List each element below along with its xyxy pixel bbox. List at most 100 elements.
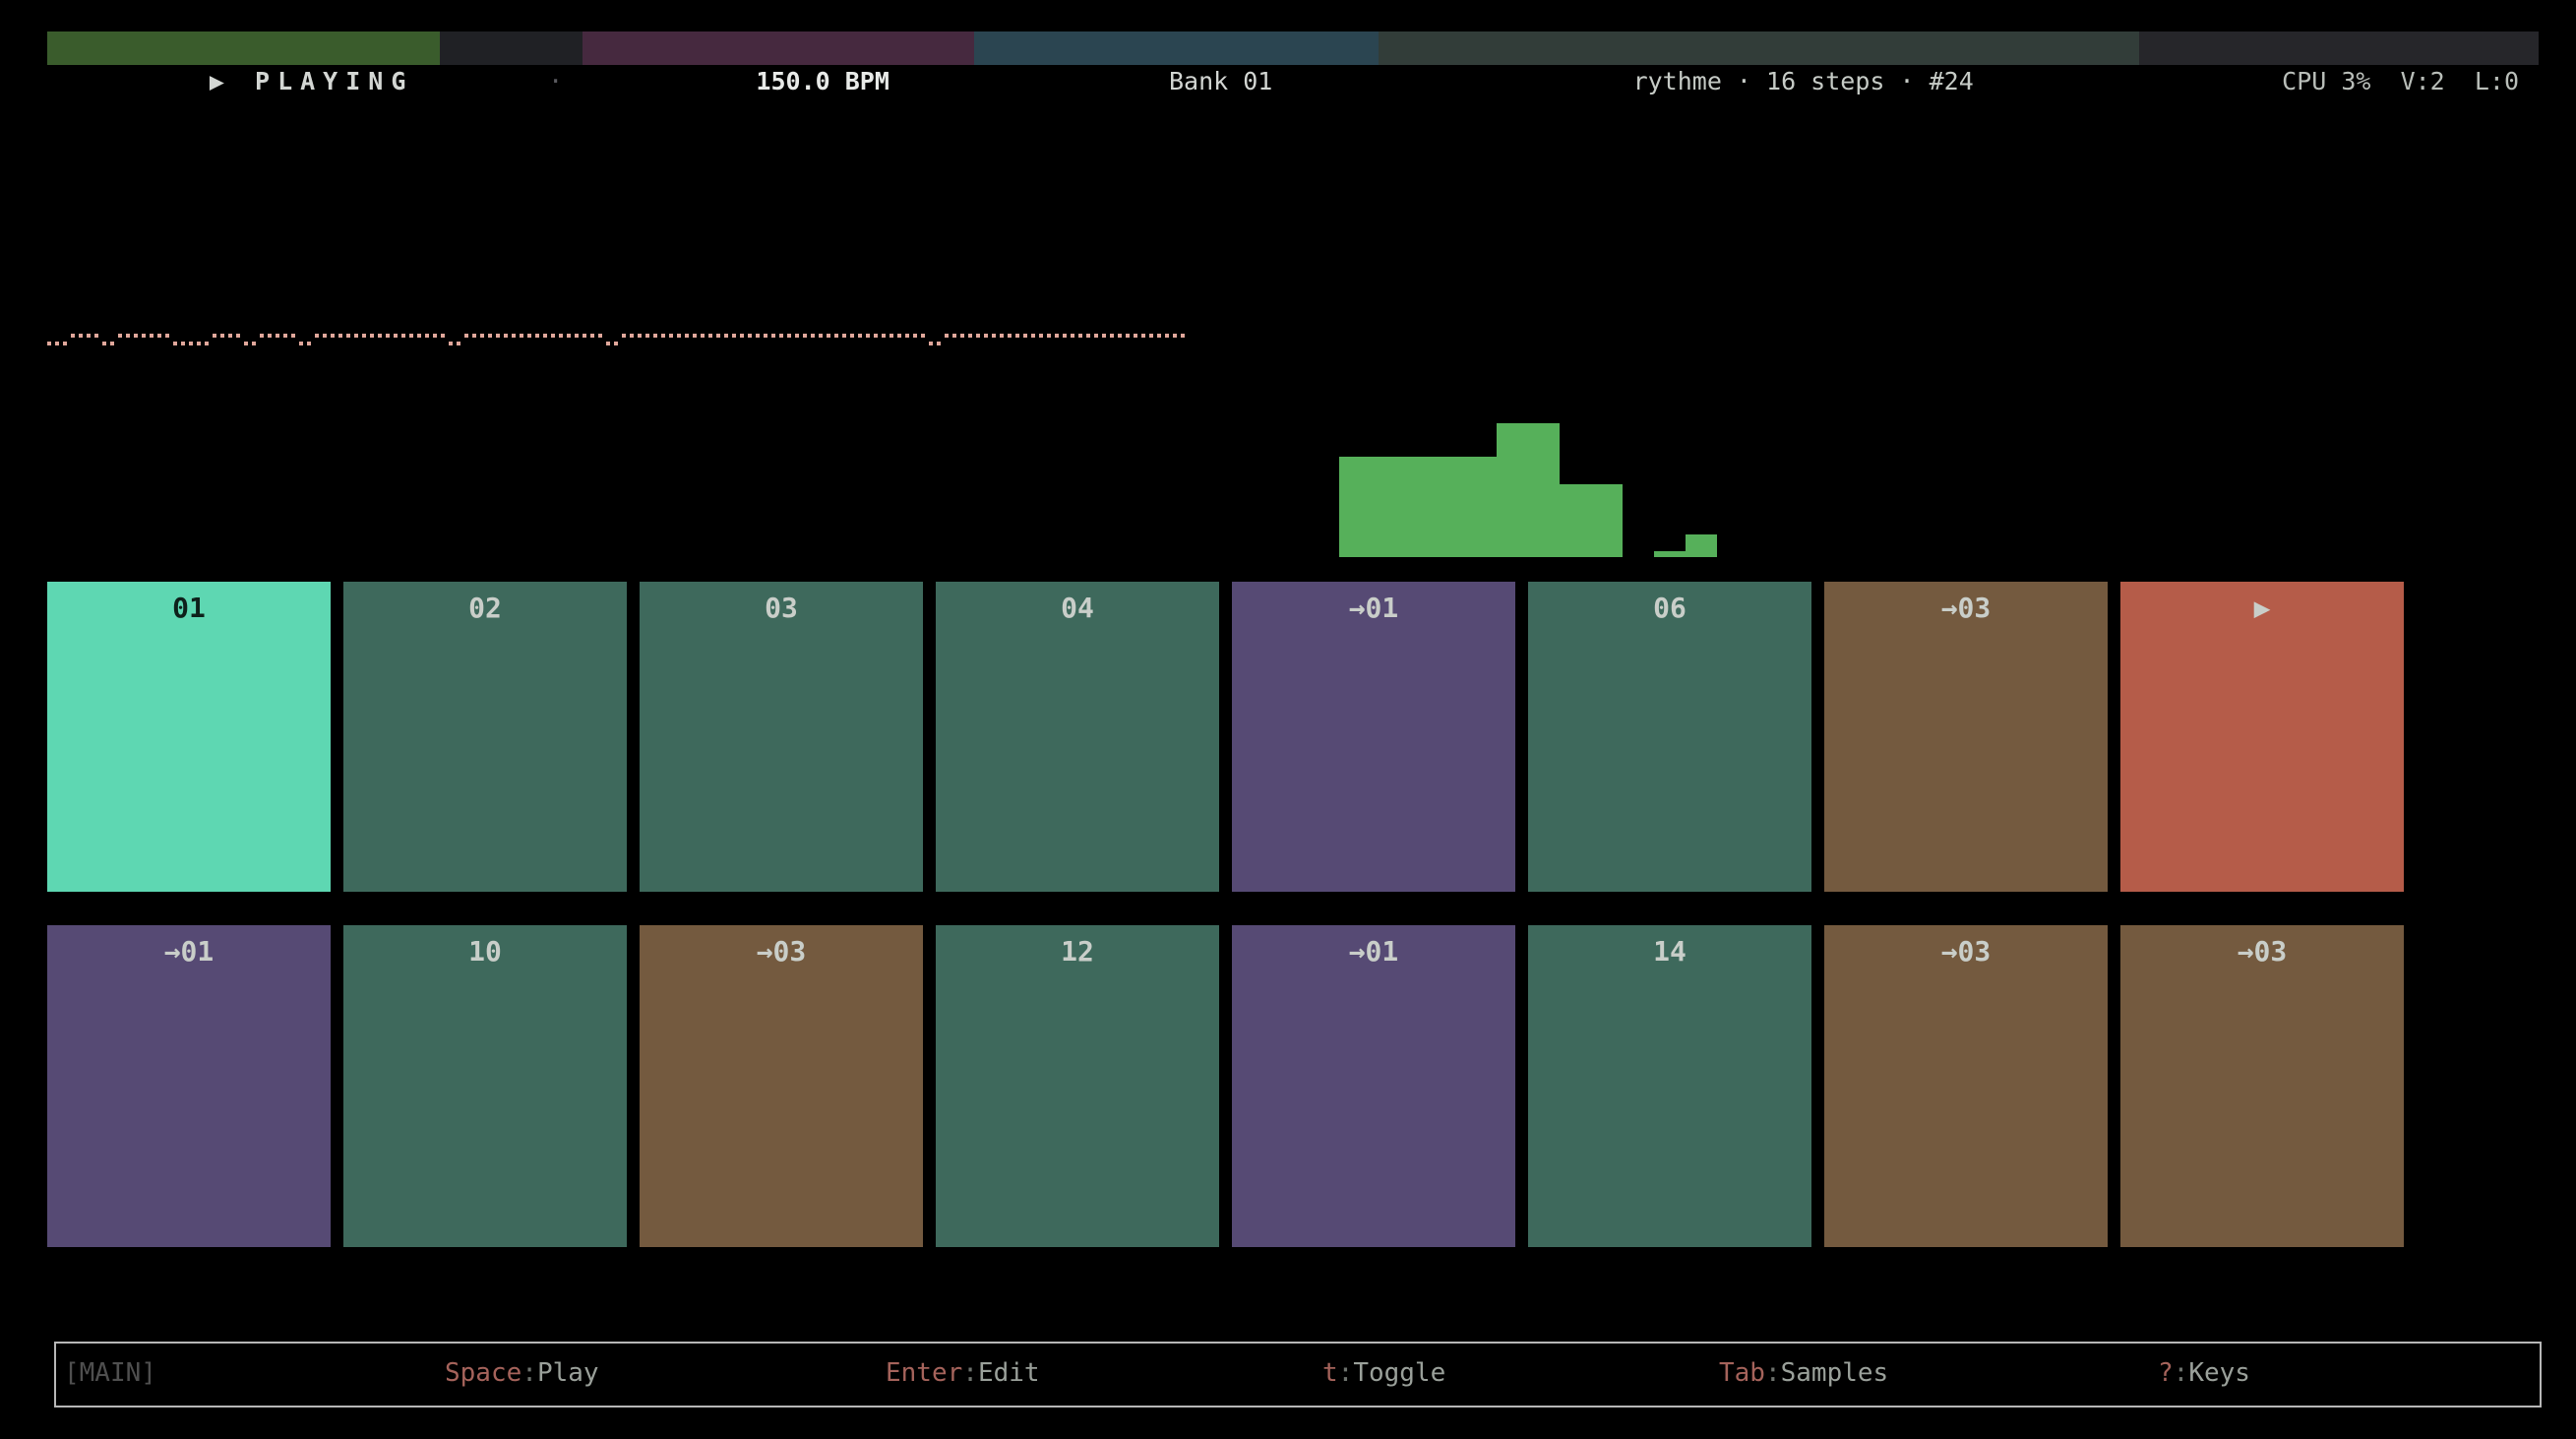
pad-label: →03 — [2237, 935, 2288, 968]
waveform-dot — [811, 334, 815, 338]
waveform-dot — [834, 334, 838, 338]
pad-2-2[interactable]: 10 — [343, 925, 627, 1247]
waveform-dot — [803, 334, 807, 338]
waveform-dot — [701, 334, 705, 338]
waveform-dot — [323, 334, 327, 338]
waveform-dot — [417, 334, 421, 338]
pad-row-1: 01 02 03 04 →01 06 →03 ▶ — [47, 582, 2404, 892]
waveform-dot — [512, 334, 516, 338]
waveform-dot — [527, 334, 531, 338]
hint-separator: : — [1764, 1358, 1781, 1388]
waveform-dot — [716, 334, 720, 338]
bank-display[interactable]: Bank 01 — [974, 31, 1379, 95]
metronome-dot: · — [548, 67, 564, 95]
waveform-dot — [79, 334, 83, 338]
waveform-dot — [551, 334, 555, 338]
waveform-dot — [858, 334, 862, 338]
waveform-dot — [338, 334, 342, 338]
pad-1-6[interactable]: 06 — [1528, 582, 1811, 892]
hint-separator: : — [1337, 1358, 1354, 1388]
waveform-dot — [181, 342, 185, 345]
waveform-dot — [960, 334, 964, 338]
waveform-dot — [1008, 334, 1012, 338]
waveform-dot — [968, 334, 972, 338]
transport-status[interactable]: ▶ PLAYING — [47, 31, 440, 95]
waveform-dot — [220, 334, 224, 338]
waveform-dot — [126, 334, 130, 338]
waveform-dot — [94, 334, 98, 338]
waveform-dot — [598, 334, 602, 338]
waveform-dot — [614, 342, 618, 345]
waveform-dot — [55, 342, 59, 345]
meter-bar — [1402, 457, 1434, 557]
waveform-dot — [102, 342, 106, 345]
pad-label: 10 — [468, 935, 502, 968]
waveform-dot — [1110, 334, 1114, 338]
waveform-dot — [1039, 334, 1043, 338]
waveform-dot — [1118, 334, 1122, 338]
waveform-dot — [441, 334, 445, 338]
pad-1-5[interactable]: →01 — [1232, 582, 1515, 892]
meter-bar — [1339, 457, 1371, 557]
pad-2-7[interactable]: →03 — [1824, 925, 2108, 1247]
play-icon: ▶ — [209, 67, 232, 95]
waveform-dot — [1126, 334, 1130, 338]
pad-2-5[interactable]: →01 — [1232, 925, 1515, 1247]
pad-1-8[interactable]: ▶ — [2120, 582, 2404, 892]
waveform-dot — [748, 334, 752, 338]
pad-1-4[interactable]: 04 — [936, 582, 1219, 892]
waveform-dot — [157, 334, 161, 338]
waveform-dot — [889, 334, 893, 338]
waveform-dot — [653, 334, 657, 338]
hint-key: Tab — [1719, 1358, 1765, 1388]
meter-bar — [1465, 457, 1497, 557]
waveform-dot — [724, 334, 728, 338]
pad-2-3[interactable]: →03 — [640, 925, 923, 1247]
waveform-dot — [945, 334, 949, 338]
pad-2-4[interactable]: 12 — [936, 925, 1219, 1247]
waveform-dot — [693, 334, 697, 338]
waveform-dot — [315, 334, 319, 338]
waveform-dot — [842, 334, 846, 338]
waveform-dot — [952, 334, 956, 338]
key-hint-play: Space:Play — [445, 1344, 599, 1404]
pad-play-icon: ▶ — [2253, 592, 2271, 624]
pad-row-2: →01 10 →03 12 →01 14 →03 →03 — [47, 925, 2404, 1247]
waveform-dot — [866, 334, 870, 338]
waveform-dot — [291, 334, 295, 338]
bank-value: Bank 01 — [1168, 67, 1273, 95]
waveform-dot — [236, 334, 240, 338]
waveform-dot — [677, 334, 681, 338]
waveform-dot — [252, 342, 256, 345]
waveform-dot — [685, 334, 689, 338]
pattern-info: rythme · 16 steps · #24 — [1379, 31, 2139, 95]
pad-1-1[interactable]: 01 — [47, 582, 331, 892]
waveform-dot — [661, 334, 665, 338]
waveform-dot — [1015, 334, 1019, 338]
pad-2-8[interactable]: →03 — [2120, 925, 2404, 1247]
pad-label: 02 — [468, 592, 502, 624]
waveform-dot — [346, 334, 350, 338]
waveform-dot — [370, 334, 374, 338]
pad-label: 06 — [1653, 592, 1687, 624]
waveform-dot — [1149, 334, 1153, 338]
bpm-display[interactable]: 150.0 BPM — [583, 31, 974, 95]
waveform-dot — [134, 334, 138, 338]
top-bar: ▶ PLAYING · 150.0 BPM Bank 01 rythme · 1… — [47, 31, 2539, 95]
pad-2-6[interactable]: 14 — [1528, 925, 1811, 1247]
waveform-dot — [1094, 334, 1098, 338]
pad-1-7[interactable]: →03 — [1824, 582, 2108, 892]
pad-1-3[interactable]: 03 — [640, 582, 923, 892]
pad-2-1[interactable]: →01 — [47, 925, 331, 1247]
system-stats-text: CPU 3% V:2 L:0 — [2282, 67, 2519, 95]
hint-label: Toggle — [1353, 1358, 1446, 1388]
waveform-dot — [622, 334, 626, 338]
pad-1-2[interactable]: 02 — [343, 582, 627, 892]
waveform-dot — [819, 334, 823, 338]
waveform-dot — [1071, 334, 1074, 338]
waveform-dot — [740, 334, 744, 338]
pad-label: 03 — [765, 592, 798, 624]
waveform-dot — [795, 334, 799, 338]
waveform-dot — [118, 334, 122, 338]
key-hint-edit: Enter:Edit — [886, 1344, 1040, 1404]
